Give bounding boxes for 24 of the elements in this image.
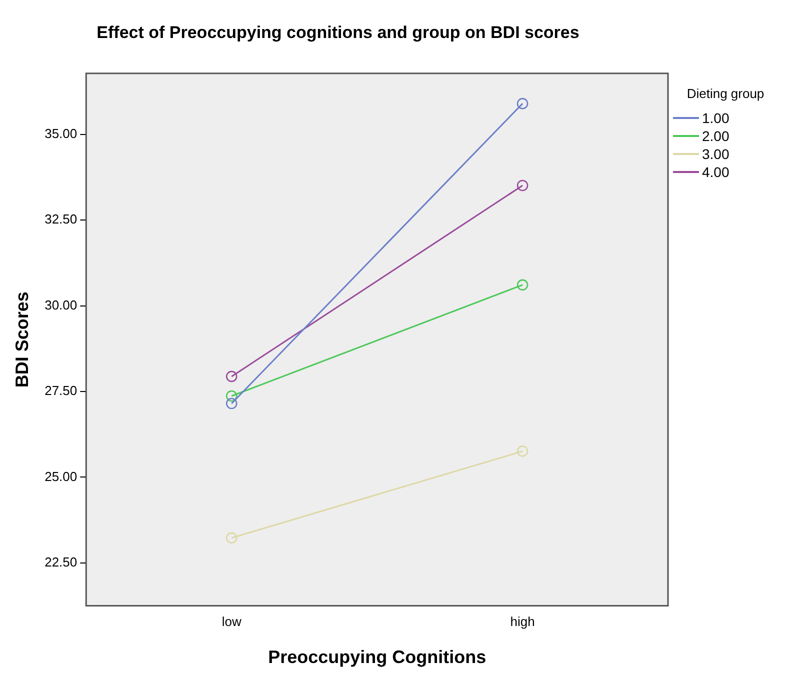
y-tick-label: 25.00 (44, 468, 78, 484)
x-tick-label: low (222, 614, 242, 630)
point (516, 180, 528, 192)
legend-label: 3.00 (702, 146, 730, 162)
legend-label: 4.00 (702, 164, 730, 180)
y-tick-label: 35.00 (44, 126, 78, 141)
point (516, 279, 528, 291)
y-tick-label: 27.50 (44, 383, 78, 398)
x-axis-title: Preoccupying Cognitions (268, 647, 486, 668)
y-tick-label: 30.00 (44, 297, 78, 312)
point (516, 446, 528, 457)
point (226, 370, 238, 382)
point (516, 98, 528, 110)
point (226, 398, 238, 410)
point (226, 532, 238, 544)
y-tick-label: 32.50 (44, 212, 78, 227)
legend-title: Dieting group (686, 86, 766, 101)
x-tick-label: high (510, 614, 535, 630)
chart-title: Effect of Preoccupying cognitions and group on BDI scores (96, 22, 580, 42)
y-tick-label: 22.50 (44, 554, 78, 570)
point (226, 390, 238, 402)
y-axis-title: BDI Scores (12, 292, 32, 388)
legend-label: 1.00 (702, 110, 730, 126)
legend-label: 2.00 (702, 128, 730, 144)
